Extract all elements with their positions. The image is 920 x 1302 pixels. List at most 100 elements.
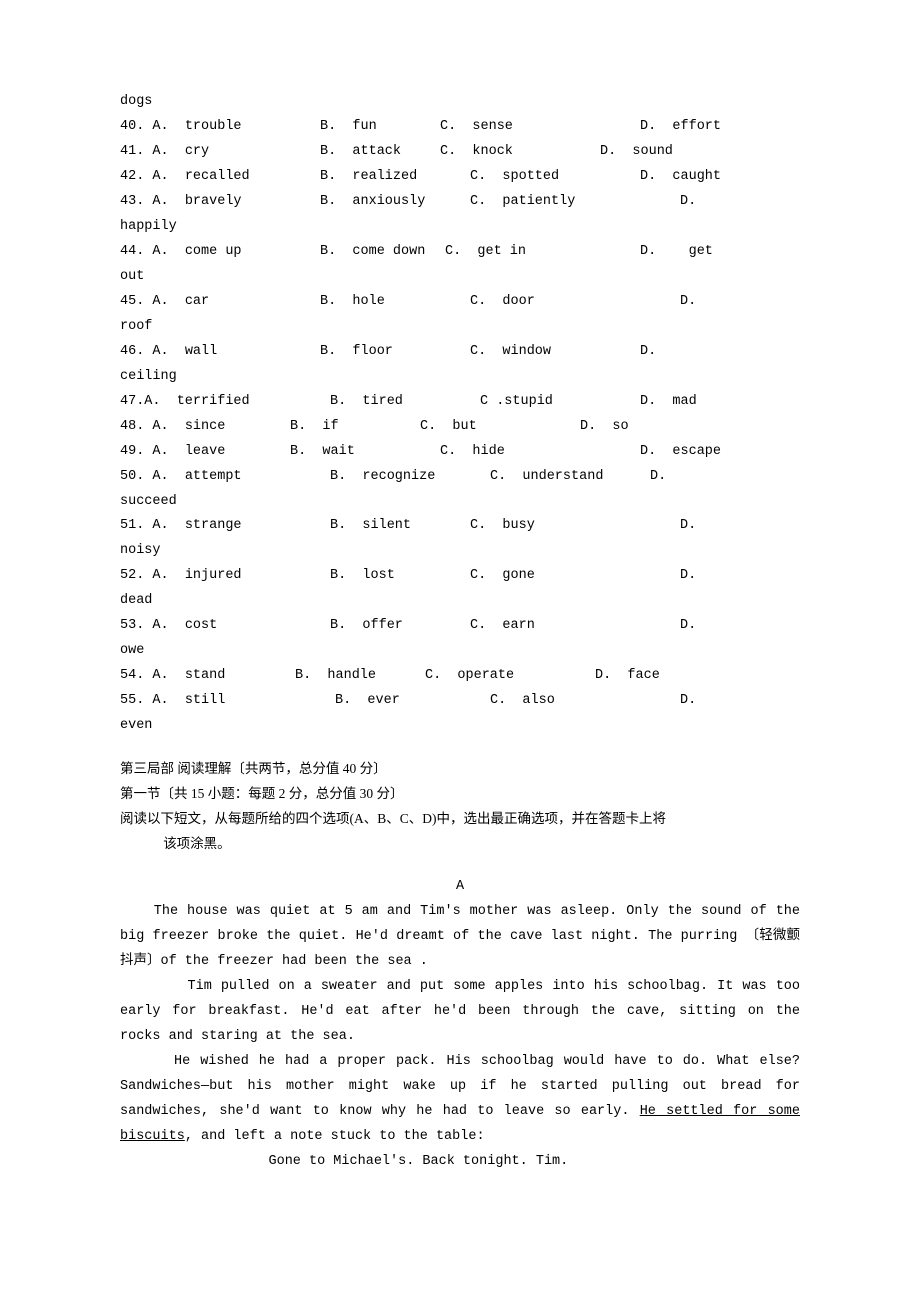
passage-A-para2: Tim pulled on a sweater and put some app… [120,975,800,1050]
q43-C: C. patiently [470,190,680,215]
q44-wrap: out [120,265,800,290]
q55-B: B. ever [335,689,490,714]
q43-row: 43. A. bravely B. anxiously C. patiently… [120,190,800,215]
q41-C: C. knock [440,140,600,165]
q45-row: 45. A. car B. hole C. door D. [120,290,800,315]
instruction-line-1: 阅读以下短文，从每题所给的四个选项(A、B、C、D)中，选出最正确选项，并在答题… [120,807,800,832]
q41-A: 41. A. cry [120,140,320,165]
q44-row: 44. A. come up B. come down C. get in D.… [120,240,800,265]
q52-D: D. [680,564,696,589]
q41-D: D. sound [600,140,673,165]
q51-row: 51. A. strange B. silent C. busy D. [120,514,800,539]
q51-A: 51. A. strange [120,514,330,539]
q50-C: C. understand [490,465,650,490]
q52-row: 52. A. injured B. lost C. gone D. [120,564,800,589]
q44-D: D. get [640,240,713,265]
q55-row: 55. A. still B. ever C. also D. [120,689,800,714]
q53-C: C. earn [470,614,680,639]
wrap-dogs: dogs [120,90,800,115]
q51-D: D. [680,514,696,539]
q53-row: 53. A. cost B. offer C. earn D. [120,614,800,639]
q52-wrap: dead [120,589,800,614]
q42-A: 42. A. recalled [120,165,320,190]
section-heading: 第三局部 阅读理解〔共两节，总分值 40 分〕 [120,757,800,782]
q43-A: 43. A. bravely [120,190,320,215]
q54-B: B. handle [295,664,425,689]
q49-C: C. hide [440,440,640,465]
q45-C: C. door [470,290,680,315]
q52-A: 52. A. injured [120,564,330,589]
q54-A: 54. A. stand [120,664,295,689]
q46-D: D. [640,340,656,365]
q48-C: C. but [420,415,580,440]
q40-A: 40. A. trouble [120,115,320,140]
q54-D: D. face [595,664,660,689]
q42-row: 42. A. recalled B. realized C. spotted D… [120,165,800,190]
q42-C: C. spotted [470,165,640,190]
q49-B: B. wait [290,440,440,465]
q41-B: B. attack [320,140,440,165]
q51-wrap: noisy [120,539,800,564]
q52-C: C. gone [470,564,680,589]
q52-B: B. lost [330,564,470,589]
q47-D: D. mad [640,390,697,415]
q46-row: 46. A. wall B. floor C. window D. [120,340,800,365]
q51-B: B. silent [330,514,470,539]
q43-wrap: happily [120,215,800,240]
q43-B: B. anxiously [320,190,470,215]
passage-A-para3: He wished he had a proper pack. His scho… [120,1050,800,1150]
q47-A: 47.A. terrified [120,390,330,415]
q55-wrap: even [120,714,800,739]
q48-row: 48. A. since B. if C. but D. so [120,415,800,440]
q41-row: 41. A. cry B. attack C. knock D. sound [120,140,800,165]
q40-D: D. effort [640,115,721,140]
q46-wrap: ceiling [120,365,800,390]
q45-D: D. [680,290,696,315]
q46-C: C. window [470,340,640,365]
q50-row: 50. A. attempt B. recognize C. understan… [120,465,800,490]
q48-D: D. so [580,415,629,440]
q49-D: D. escape [640,440,721,465]
q48-B: B. if [290,415,420,440]
q50-A: 50. A. attempt [120,465,330,490]
q45-wrap: roof [120,315,800,340]
q50-wrap: succeed [120,490,800,515]
q45-B: B. hole [320,290,470,315]
q54-C: C. operate [425,664,595,689]
q51-C: C. busy [470,514,680,539]
q55-A: 55. A. still [120,689,335,714]
q53-A: 53. A. cost [120,614,330,639]
cloze-options-block: dogs 40. A. trouble B. fun C. sense D. e… [120,90,800,739]
q49-row: 49. A. leave B. wait C. hide D. escape [120,440,800,465]
q44-C: C. get in [445,240,640,265]
q42-D: D. caught [640,165,721,190]
q46-B: B. floor [320,340,470,365]
q40-B: B. fun [320,115,440,140]
q45-A: 45. A. car [120,290,320,315]
passage-label-A: A [120,875,800,900]
q49-A: 49. A. leave [120,440,290,465]
q44-A: 44. A. come up [120,240,320,265]
q47-B: B. tired [330,390,480,415]
q42-B: B. realized [320,165,470,190]
q54-row: 54. A. stand B. handle C. operate D. fac… [120,664,800,689]
q50-D: D. [650,465,666,490]
q47-row: 47.A. terrified B. tired C .stupid D. ma… [120,390,800,415]
q43-D: D. [680,190,696,215]
q55-C: C. also [490,689,680,714]
q53-D: D. [680,614,696,639]
q55-D: D. [680,689,696,714]
passage-A-note: Gone to Michael's. Back tonight. Tim. [120,1150,800,1175]
q53-B: B. offer [330,614,470,639]
subsection-heading: 第一节〔共 15 小题：每题 2 分，总分值 30 分〕 [120,782,800,807]
instruction-line-2: 该项涂黑。 [120,832,800,857]
q48-A: 48. A. since [120,415,290,440]
q40-C: C. sense [440,115,640,140]
q44-B: B. come down [320,240,445,265]
q53-wrap: owe [120,639,800,664]
q50-B: B. recognize [330,465,490,490]
q47-C: C .stupid [480,390,640,415]
passage-A-para1: The house was quiet at 5 am and Tim's mo… [120,900,800,975]
q46-A: 46. A. wall [120,340,320,365]
q40-row: 40. A. trouble B. fun C. sense D. effort [120,115,800,140]
